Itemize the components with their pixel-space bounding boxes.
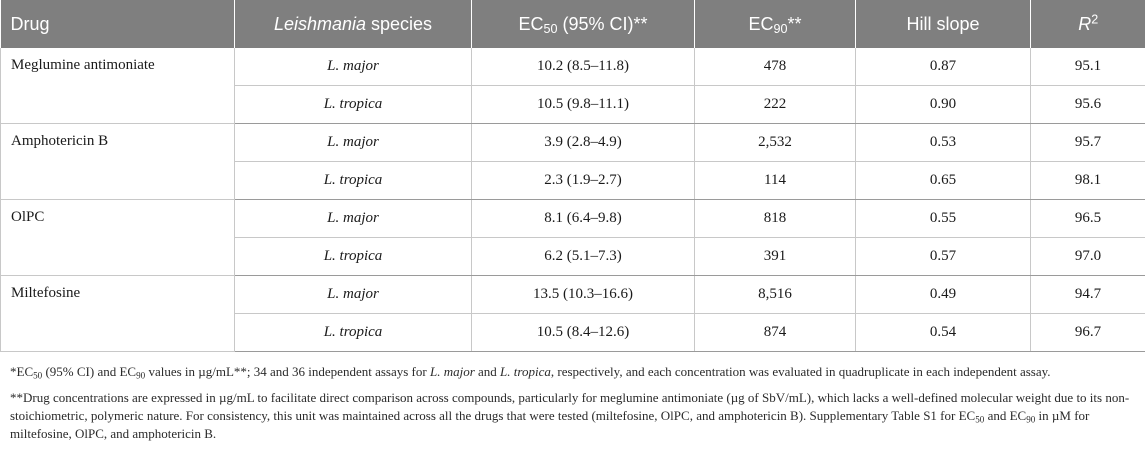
hill-cell: 0.55 xyxy=(855,199,1031,238)
species-cell: L. tropica xyxy=(234,313,472,352)
header-r2: R2 xyxy=(1030,0,1145,48)
drug-cell: OlPC xyxy=(0,199,235,276)
r2-cell: 97.0 xyxy=(1030,237,1145,276)
species-cell: L. major xyxy=(234,275,472,314)
hill-cell: 0.57 xyxy=(855,237,1031,276)
drug-cell: Amphotericin B xyxy=(0,123,235,200)
footnote-1: *EC50 (95% CI) and EC90 values in µg/mL*… xyxy=(10,363,1138,381)
footnote-1-b-sub: 90 xyxy=(136,370,146,381)
ec50-cell: 10.5 (9.8–11.1) xyxy=(471,85,695,124)
drug-cell: Miltefosine xyxy=(0,275,235,352)
header-ec50-sub: 50 xyxy=(543,21,558,36)
ec50-cell: 8.1 (6.4–9.8) xyxy=(471,199,695,238)
footnote-2-c: in µM for miltefosine, OlPC, and amphote… xyxy=(10,408,1090,441)
table-row: L. tropica 10.5 (8.4–12.6) 874 0.54 96.7 xyxy=(1,313,1145,352)
r2-cell: 98.1 xyxy=(1030,161,1145,200)
r2-cell: 96.7 xyxy=(1030,313,1145,352)
ec50-cell: 2.3 (1.9–2.7) xyxy=(471,161,695,200)
species-cell: L. tropica xyxy=(234,85,472,124)
footnote-2-a-sub: 50 xyxy=(975,414,985,425)
footnote-1-e: , respectively, and each concentration w… xyxy=(550,364,1051,379)
ec90-cell: 2,532 xyxy=(694,123,856,162)
header-ec90-sub: 90 xyxy=(773,21,788,36)
species-cell: L. major xyxy=(234,199,472,238)
ec50-cell: 10.5 (8.4–12.6) xyxy=(471,313,695,352)
ec50-cell: 6.2 (5.1–7.3) xyxy=(471,237,695,276)
hill-cell: 0.54 xyxy=(855,313,1031,352)
ec50-cell: 13.5 (10.3–16.6) xyxy=(471,275,695,314)
footnote-1-species-tropica: L. tropica xyxy=(500,364,551,379)
header-species: Leishmania species xyxy=(234,0,472,48)
hill-cell: 0.65 xyxy=(855,161,1031,200)
footnote-1-b: (95% CI) and EC xyxy=(42,364,137,379)
species-cell: L. major xyxy=(234,123,472,162)
r2-cell: 94.7 xyxy=(1030,275,1145,314)
table-row: OlPC L. major 8.1 (6.4–9.8) 818 0.55 96.… xyxy=(0,199,1145,276)
footnote-2-a: **Drug concentrations are expressed in µ… xyxy=(10,390,1130,423)
ec90-cell: 114 xyxy=(694,161,856,200)
table-row: Amphotericin B L. major 3.9 (2.8–4.9) 2,… xyxy=(0,123,1145,200)
hill-cell: 0.90 xyxy=(855,85,1031,124)
table-footnotes: *EC50 (95% CI) and EC90 values in µg/mL*… xyxy=(10,363,1138,451)
footnote-1-d: and xyxy=(474,364,501,379)
header-species-genus: Leishmania xyxy=(273,13,366,34)
header-hill-label: Hill slope xyxy=(906,13,980,34)
header-ec50-post: (95% CI)** xyxy=(557,13,648,34)
ec90-cell: 818 xyxy=(694,199,856,238)
footnote-1-a: *EC xyxy=(10,364,34,379)
hill-cell: 0.87 xyxy=(855,48,1031,86)
footnote-1-species-major: L. major xyxy=(429,364,475,379)
header-ec90: EC90** xyxy=(694,0,856,48)
header-ec50: EC50 (95% CI)** xyxy=(471,0,695,48)
header-ec50-pre: EC xyxy=(518,13,544,34)
table-row: Meglumine antimoniate L. major 10.2 (8.5… xyxy=(0,48,1145,124)
r2-cell: 95.1 xyxy=(1030,48,1145,86)
footnote-1-c: values in µg/mL**; 34 and 36 independent… xyxy=(145,364,430,379)
footnote-2-b: and EC xyxy=(984,408,1027,423)
header-drug-label: Drug xyxy=(10,13,50,34)
species-cell: L. tropica xyxy=(234,237,472,276)
footnote-2-b-sub: 90 xyxy=(1026,414,1036,425)
ec90-cell: 478 xyxy=(694,48,856,86)
r2-cell: 95.6 xyxy=(1030,85,1145,124)
header-ec90-post: ** xyxy=(787,13,802,34)
ec50-cell: 3.9 (2.8–4.9) xyxy=(471,123,695,162)
header-hill-slope: Hill slope xyxy=(855,0,1031,48)
hill-cell: 0.49 xyxy=(855,275,1031,314)
footnote-1-a-sub: 50 xyxy=(33,370,43,381)
ec50-cell: 10.2 (8.5–11.8) xyxy=(471,48,695,86)
table-row: L. tropica 6.2 (5.1–7.3) 391 0.57 97.0 xyxy=(1,237,1145,276)
header-r2-letter: R xyxy=(1078,13,1092,34)
ec90-cell: 222 xyxy=(694,85,856,124)
hill-cell: 0.53 xyxy=(855,123,1031,162)
r2-cell: 95.7 xyxy=(1030,123,1145,162)
results-table: Drug Leishmania species EC50 (95% CI)** … xyxy=(0,0,1145,352)
ec90-cell: 8,516 xyxy=(694,275,856,314)
header-species-suffix: species xyxy=(371,13,433,34)
header-row: Drug Leishmania species EC50 (95% CI)** … xyxy=(0,0,1145,48)
r2-cell: 96.5 xyxy=(1030,199,1145,238)
species-cell: L. tropica xyxy=(234,161,472,200)
header-ec90-pre: EC xyxy=(748,13,774,34)
species-cell: L. major xyxy=(234,48,472,86)
ec90-cell: 391 xyxy=(694,237,856,276)
table-row: L. tropica 2.3 (1.9–2.7) 114 0.65 98.1 xyxy=(1,161,1145,200)
footnote-2: **Drug concentrations are expressed in µ… xyxy=(10,389,1138,443)
ec90-cell: 874 xyxy=(694,313,856,352)
drug-cell: Meglumine antimoniate xyxy=(0,48,235,124)
table-row: L. tropica 10.5 (9.8–11.1) 222 0.90 95.6 xyxy=(1,85,1145,124)
header-r2-sup: 2 xyxy=(1091,12,1099,27)
table-row: Miltefosine L. major 13.5 (10.3–16.6) 8,… xyxy=(0,275,1145,352)
header-drug: Drug xyxy=(0,0,235,48)
